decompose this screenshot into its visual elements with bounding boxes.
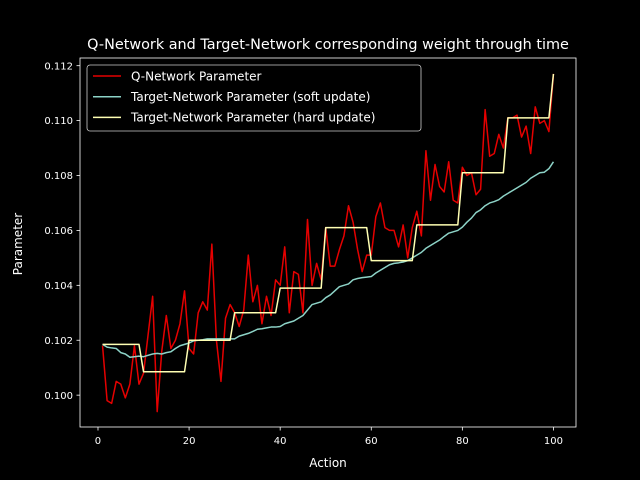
legend-label-1: Q-Network Parameter — [131, 69, 262, 83]
y-tick-label: 0.102 — [44, 336, 73, 347]
legend: Q-Network Parameter Target-Network Parame… — [86, 64, 422, 132]
series-line-1 — [101, 73, 555, 413]
plot-frame — [79, 57, 577, 428]
x-tick-label: 0 — [95, 436, 101, 447]
x-tick-label: 100 — [544, 436, 563, 447]
series-line-3 — [102, 73, 555, 373]
x-tick-label: 20 — [183, 436, 196, 447]
y-tick-label: 0.104 — [44, 281, 73, 292]
y-tick-label: 0.106 — [44, 226, 73, 237]
axes: 0 20 40 60 80 100 0.100 0.102 0.104 0.106 0.108 0.1… — [44, 57, 577, 447]
y-axis-label: Parameter — [11, 213, 25, 275]
legend-box — [86, 64, 422, 132]
y-tick-label: 0.110 — [44, 116, 73, 127]
series-line-2 — [102, 161, 555, 359]
y-tick-label: 0.100 — [44, 391, 73, 402]
y-tick-label: 0.112 — [44, 61, 73, 72]
legend-label-3: Target-Network Parameter (hard update) — [130, 111, 375, 125]
x-axis-label: Action — [309, 456, 347, 470]
x-tick-label: 80 — [456, 436, 469, 447]
chart-title: Q-Network and Target-Network correspondi… — [87, 37, 569, 53]
legend-label-2: Target-Network Parameter (soft update) — [130, 90, 370, 104]
x-tick-label: 60 — [365, 436, 378, 447]
y-tick-label: 0.108 — [44, 171, 73, 182]
series-lines — [101, 73, 555, 413]
x-tick-label: 40 — [274, 436, 287, 447]
